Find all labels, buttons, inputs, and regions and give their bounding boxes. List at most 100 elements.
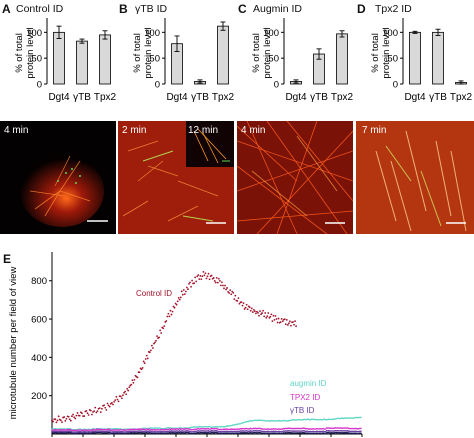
data-point: [148, 431, 151, 434]
x-tick-label: Dgt4: [404, 92, 426, 103]
data-point: [146, 357, 149, 360]
data-point: [108, 428, 111, 431]
panel-title-b: γTB ID: [135, 3, 168, 15]
data-point: [181, 293, 184, 296]
data-point: [313, 430, 316, 433]
data-point: [244, 306, 247, 309]
data-point: [138, 371, 141, 374]
data-point: [252, 308, 255, 311]
data-point: [86, 412, 89, 415]
data-point: [188, 426, 191, 429]
data-point: [91, 413, 93, 416]
data-point: [188, 282, 190, 285]
data-point: [274, 420, 276, 422]
data-point: [93, 410, 96, 413]
data-point: [232, 291, 235, 294]
data-point: [204, 272, 207, 275]
data-point: [115, 395, 118, 398]
data-point: [295, 325, 297, 328]
data-point: [256, 310, 258, 313]
data-point: [324, 430, 327, 433]
x-tick-label: Tpx2: [94, 92, 117, 103]
data-point: [360, 432, 362, 435]
y-axis-label: microtubule number per field of view: [8, 267, 19, 420]
data-point: [194, 276, 197, 279]
data-point: [287, 322, 290, 325]
microscopy-image-a: [0, 121, 116, 234]
data-point: [98, 431, 101, 434]
data-point: [94, 406, 97, 409]
data-point: [241, 304, 244, 307]
data-point: [352, 432, 354, 435]
data-point: [127, 389, 130, 392]
data-point: [255, 312, 257, 315]
data-point: [276, 321, 279, 324]
data-point: [294, 320, 296, 323]
data-point: [184, 290, 187, 293]
x-tick-label: Tpx2: [450, 92, 473, 103]
data-point: [107, 430, 110, 432]
bar: [76, 40, 88, 85]
data-point: [180, 290, 183, 293]
data-point: [281, 419, 284, 422]
data-point: [62, 431, 64, 434]
y-axis-label: protein level: [381, 27, 392, 78]
y-tick-label: 50: [387, 54, 398, 65]
data-point: [116, 398, 119, 401]
y-tick-label: 0: [155, 80, 160, 91]
data-point: [144, 358, 147, 360]
data-point: [175, 431, 178, 434]
microscopy-image-d: [356, 121, 474, 234]
y-tick-label: 100: [382, 28, 398, 39]
data-point: [180, 428, 183, 430]
data-point: [73, 432, 75, 435]
data-point: [274, 315, 277, 317]
data-point: [165, 320, 168, 322]
data-point: [128, 386, 131, 389]
data-point: [324, 428, 327, 430]
data-point: [156, 335, 158, 338]
data-point: [210, 274, 213, 277]
data-point: [286, 324, 289, 326]
data-point: [242, 302, 245, 305]
data-point: [187, 288, 189, 291]
data-point: [253, 310, 256, 313]
data-point: [198, 278, 201, 281]
x-tick-label: Tpx2: [212, 92, 235, 103]
data-point: [72, 413, 74, 416]
data-point: [61, 432, 63, 434]
data-point: [158, 336, 161, 339]
data-point: [148, 430, 151, 432]
data-point: [281, 320, 284, 323]
time-label-b: 2 min: [122, 125, 147, 136]
data-point: [292, 321, 294, 323]
y-tick-label: 0: [393, 80, 398, 91]
data-point: [186, 286, 188, 289]
data-point: [119, 395, 122, 398]
data-point: [55, 421, 58, 424]
data-point: [212, 277, 215, 279]
data-point: [220, 284, 222, 287]
data-point: [160, 332, 163, 334]
data-point: [99, 411, 102, 413]
data-point: [54, 418, 57, 421]
y-axis-label: % of total: [132, 33, 143, 73]
data-point: [309, 419, 312, 421]
data-point: [306, 418, 308, 421]
data-point: [259, 310, 261, 313]
y-axis-label: % of total: [370, 33, 381, 73]
data-point: [330, 430, 332, 432]
data-point: [180, 430, 183, 432]
y-axis-label: protein level: [25, 27, 36, 78]
data-point: [106, 402, 109, 405]
bar: [99, 34, 111, 85]
data-point: [229, 289, 232, 292]
data-point: [167, 312, 170, 315]
data-point: [356, 430, 359, 433]
data-point: [148, 428, 151, 430]
data-point: [123, 391, 125, 394]
data-point: [108, 430, 111, 432]
data-point: [275, 318, 278, 320]
y-tick-label: 800: [31, 276, 47, 287]
